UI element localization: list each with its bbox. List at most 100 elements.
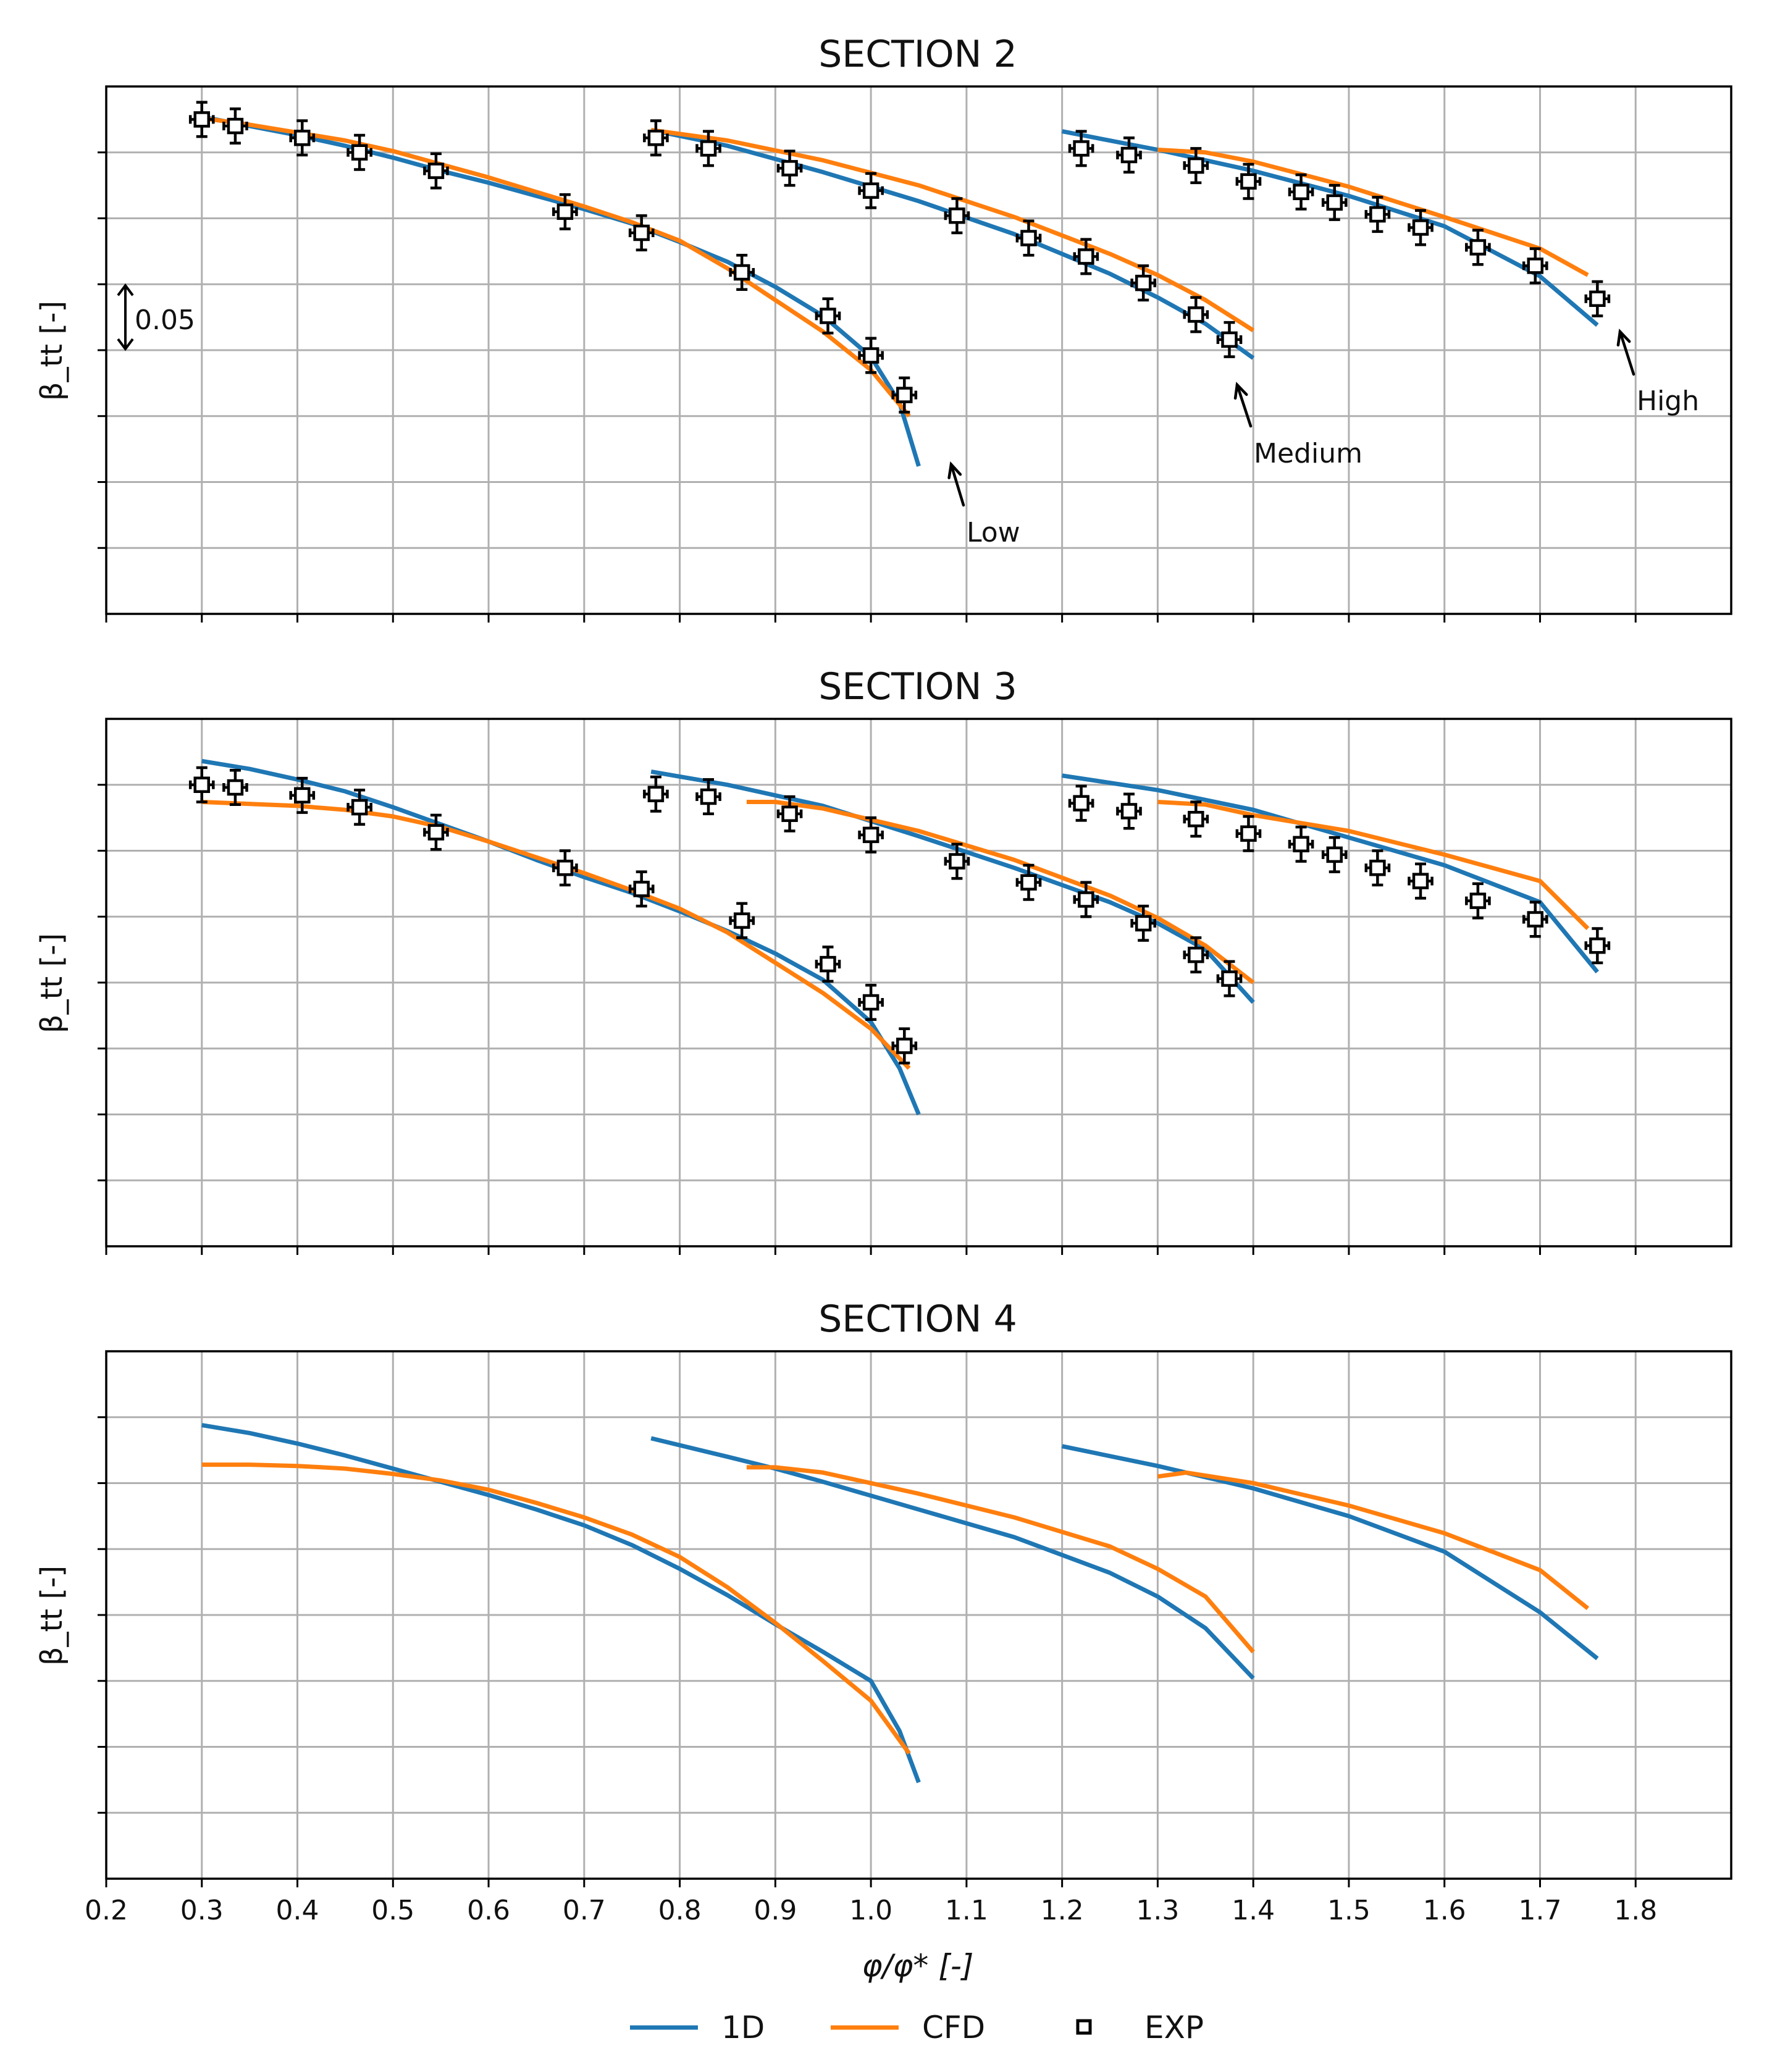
series-1d-low-line [201,758,921,1115]
tick-marks [98,151,1637,623]
x-axis-label: φ/φ* [-] [862,1948,974,1984]
series-cfd-low-line [201,115,911,418]
exp-point-marker [1188,946,1204,963]
panel-section-4: 0.2 0.3 0.4 0.5 0.6 0.7 0.8 0.9 1.0 1.1 1.2 1.3 1.4 1… [85,1350,1732,1926]
plot-area [188,101,1611,467]
exp-point-marker [647,786,665,802]
exp-point-marker [1120,146,1138,164]
exp-point-marker [1120,803,1138,820]
exp-point-marker [1369,206,1386,223]
exp-point-marker [1293,183,1309,201]
series-1d-medium-line [650,128,1255,360]
exp-point-marker [1135,274,1152,292]
exp-point-marker [294,787,311,804]
exp-point-marker [427,824,445,841]
exp-point-marker [896,387,913,403]
series-exp-points [188,101,1611,414]
x-tick-label: 0.3 [180,1895,224,1926]
exp-point-marker [1326,846,1343,863]
series-cfd-high-line [1157,1470,1590,1611]
series-1d-medium-line [650,1436,1255,1680]
exp-point-marker [227,779,244,796]
series-cfd-low-line [201,800,911,1070]
exp-point-marker [1221,331,1238,348]
exp-point-marker [1188,157,1204,174]
exp-point-marker [1527,258,1543,274]
annotation-arrow-high [1618,330,1635,376]
scale-bar [117,283,134,351]
exp-point-marker [1412,873,1429,889]
exp-point-marker [647,130,665,146]
exp-point-marker [862,994,880,1011]
x-tick-label: 1.1 [945,1895,988,1926]
x-tick-label: 1.7 [1518,1895,1561,1926]
exp-point-marker [700,140,717,157]
exp-point-marker [556,860,574,876]
panel-title-section-4: SECTION 4 [818,1298,1017,1341]
y-axis-label-section-4: β_tt [-] [35,1566,69,1666]
x-tick-label: 1.0 [849,1895,892,1926]
plot-area [201,1423,1599,1784]
annotation-low: Low [967,517,1020,548]
exp-point-marker [1135,915,1152,932]
exp-point-marker [781,160,798,177]
gridlines [106,86,1731,614]
x-tick-label: 0.5 [371,1895,414,1926]
x-tick-label: 1.8 [1614,1895,1657,1926]
y-axis-label-section-2: β_tt [-] [35,301,69,401]
series-exp-points [188,766,1611,1065]
exp-point-marker [862,182,880,199]
x-tick-label: 1.5 [1327,1895,1371,1926]
exp-point-marker [294,130,311,146]
plot-frame [105,85,1732,615]
plot-frame [105,718,1732,1248]
x-tick-label: 1.6 [1423,1895,1466,1926]
panel-title-section-3: SECTION 3 [818,665,1017,708]
scale-bar-label: 0.05 [135,304,195,336]
exp-point-marker [949,207,965,224]
annotation-arrowhead-high [1616,329,1631,347]
exp-point-marker [1469,239,1487,256]
exp-point-marker [781,805,798,822]
exp-point-marker [1527,911,1543,928]
exp-point-marker [351,799,368,816]
scale-bar-arrowhead-top [117,283,134,296]
exp-point-marker [700,788,717,805]
exp-point-marker [1469,892,1487,909]
series-1d-high-line [1061,1444,1599,1661]
legend: 1D CFD EXP [630,2010,1204,2045]
legend-cfd-label: CFD [922,2010,985,2045]
exp-point-marker [193,111,211,128]
annotation-arrowhead-medium [1233,382,1248,400]
annotation-arrowhead-low [947,461,962,479]
annotation-arrows [947,329,1635,507]
exp-point-marker [1020,230,1037,246]
series-cfd-medium-line [746,800,1255,984]
exp-point-marker [862,826,880,844]
series-1d-low-line [201,114,921,467]
series-1d-medium-line [650,769,1255,1004]
exp-point-marker [1240,825,1257,842]
x-tick-label: 0.4 [276,1895,319,1926]
exp-point-marker [1589,937,1606,954]
exp-point-marker [1326,194,1343,211]
exp-point-marker [227,117,244,135]
exp-point-marker [1020,874,1037,891]
exp-point-marker [1369,860,1386,876]
exp-point-marker [1073,140,1089,157]
legend-exp-marker [1076,2019,1092,2035]
exp-point-marker [949,853,965,870]
exp-point-marker [1078,891,1094,908]
legend-exp-label: EXP [1144,2010,1204,2045]
x-tick-label: 0.6 [467,1895,510,1926]
tick-marks [98,784,1637,1255]
exp-point-marker [820,308,836,324]
panel-title-section-2: SECTION 2 [818,33,1017,76]
scale-bar-arrowhead-bottom [117,338,134,351]
x-tick-label: 1.2 [1041,1895,1084,1926]
exp-point-marker [633,224,650,241]
gridlines [106,1351,1731,1879]
exp-point-marker [351,144,368,161]
exp-point-marker [1078,248,1094,265]
